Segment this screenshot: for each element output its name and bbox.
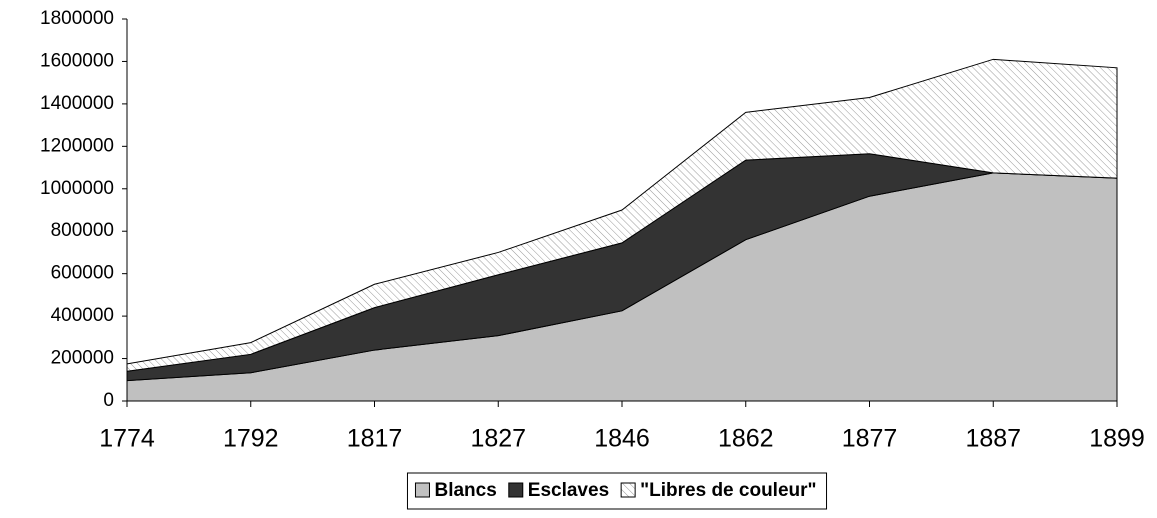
y-tick-label: 1400000 [40, 93, 114, 114]
y-tick-label: 800000 [51, 220, 114, 241]
y-tick-label: 1000000 [40, 178, 114, 199]
legend-swatch [508, 482, 524, 498]
legend: Blancs Esclaves "Libres de couleur" [406, 472, 828, 510]
x-tick-label: 1887 [965, 425, 1021, 453]
area [126, 58, 1118, 372]
x-tick-label: 1817 [347, 425, 403, 453]
y-tick-label: 1800000 [40, 8, 114, 29]
legend-label: Blancs [434, 480, 496, 501]
x-tick-label: 1862 [718, 425, 774, 453]
x-tick-label: 1877 [842, 425, 898, 453]
x-tick-label: 1774 [99, 425, 155, 453]
x-tick-label: 1846 [594, 425, 650, 453]
y-tick-label: 600000 [51, 263, 114, 284]
legend-label: Esclaves [528, 480, 609, 501]
x-tick-label: 1899 [1089, 425, 1145, 453]
legend-swatch [620, 482, 636, 498]
legend-swatch [414, 482, 430, 498]
legend-box [406, 472, 828, 510]
y-tick-label: 0 [103, 390, 114, 411]
x-tick-label: 1792 [223, 425, 279, 453]
x-tick-label: 1827 [470, 425, 526, 453]
y-tick-label: 1200000 [40, 135, 114, 156]
y-tick-label: 200000 [51, 348, 114, 369]
y-tick-label: 400000 [51, 305, 114, 326]
legend-label: "Libres de couleur" [640, 480, 816, 501]
y-tick-label: 1600000 [40, 50, 114, 71]
